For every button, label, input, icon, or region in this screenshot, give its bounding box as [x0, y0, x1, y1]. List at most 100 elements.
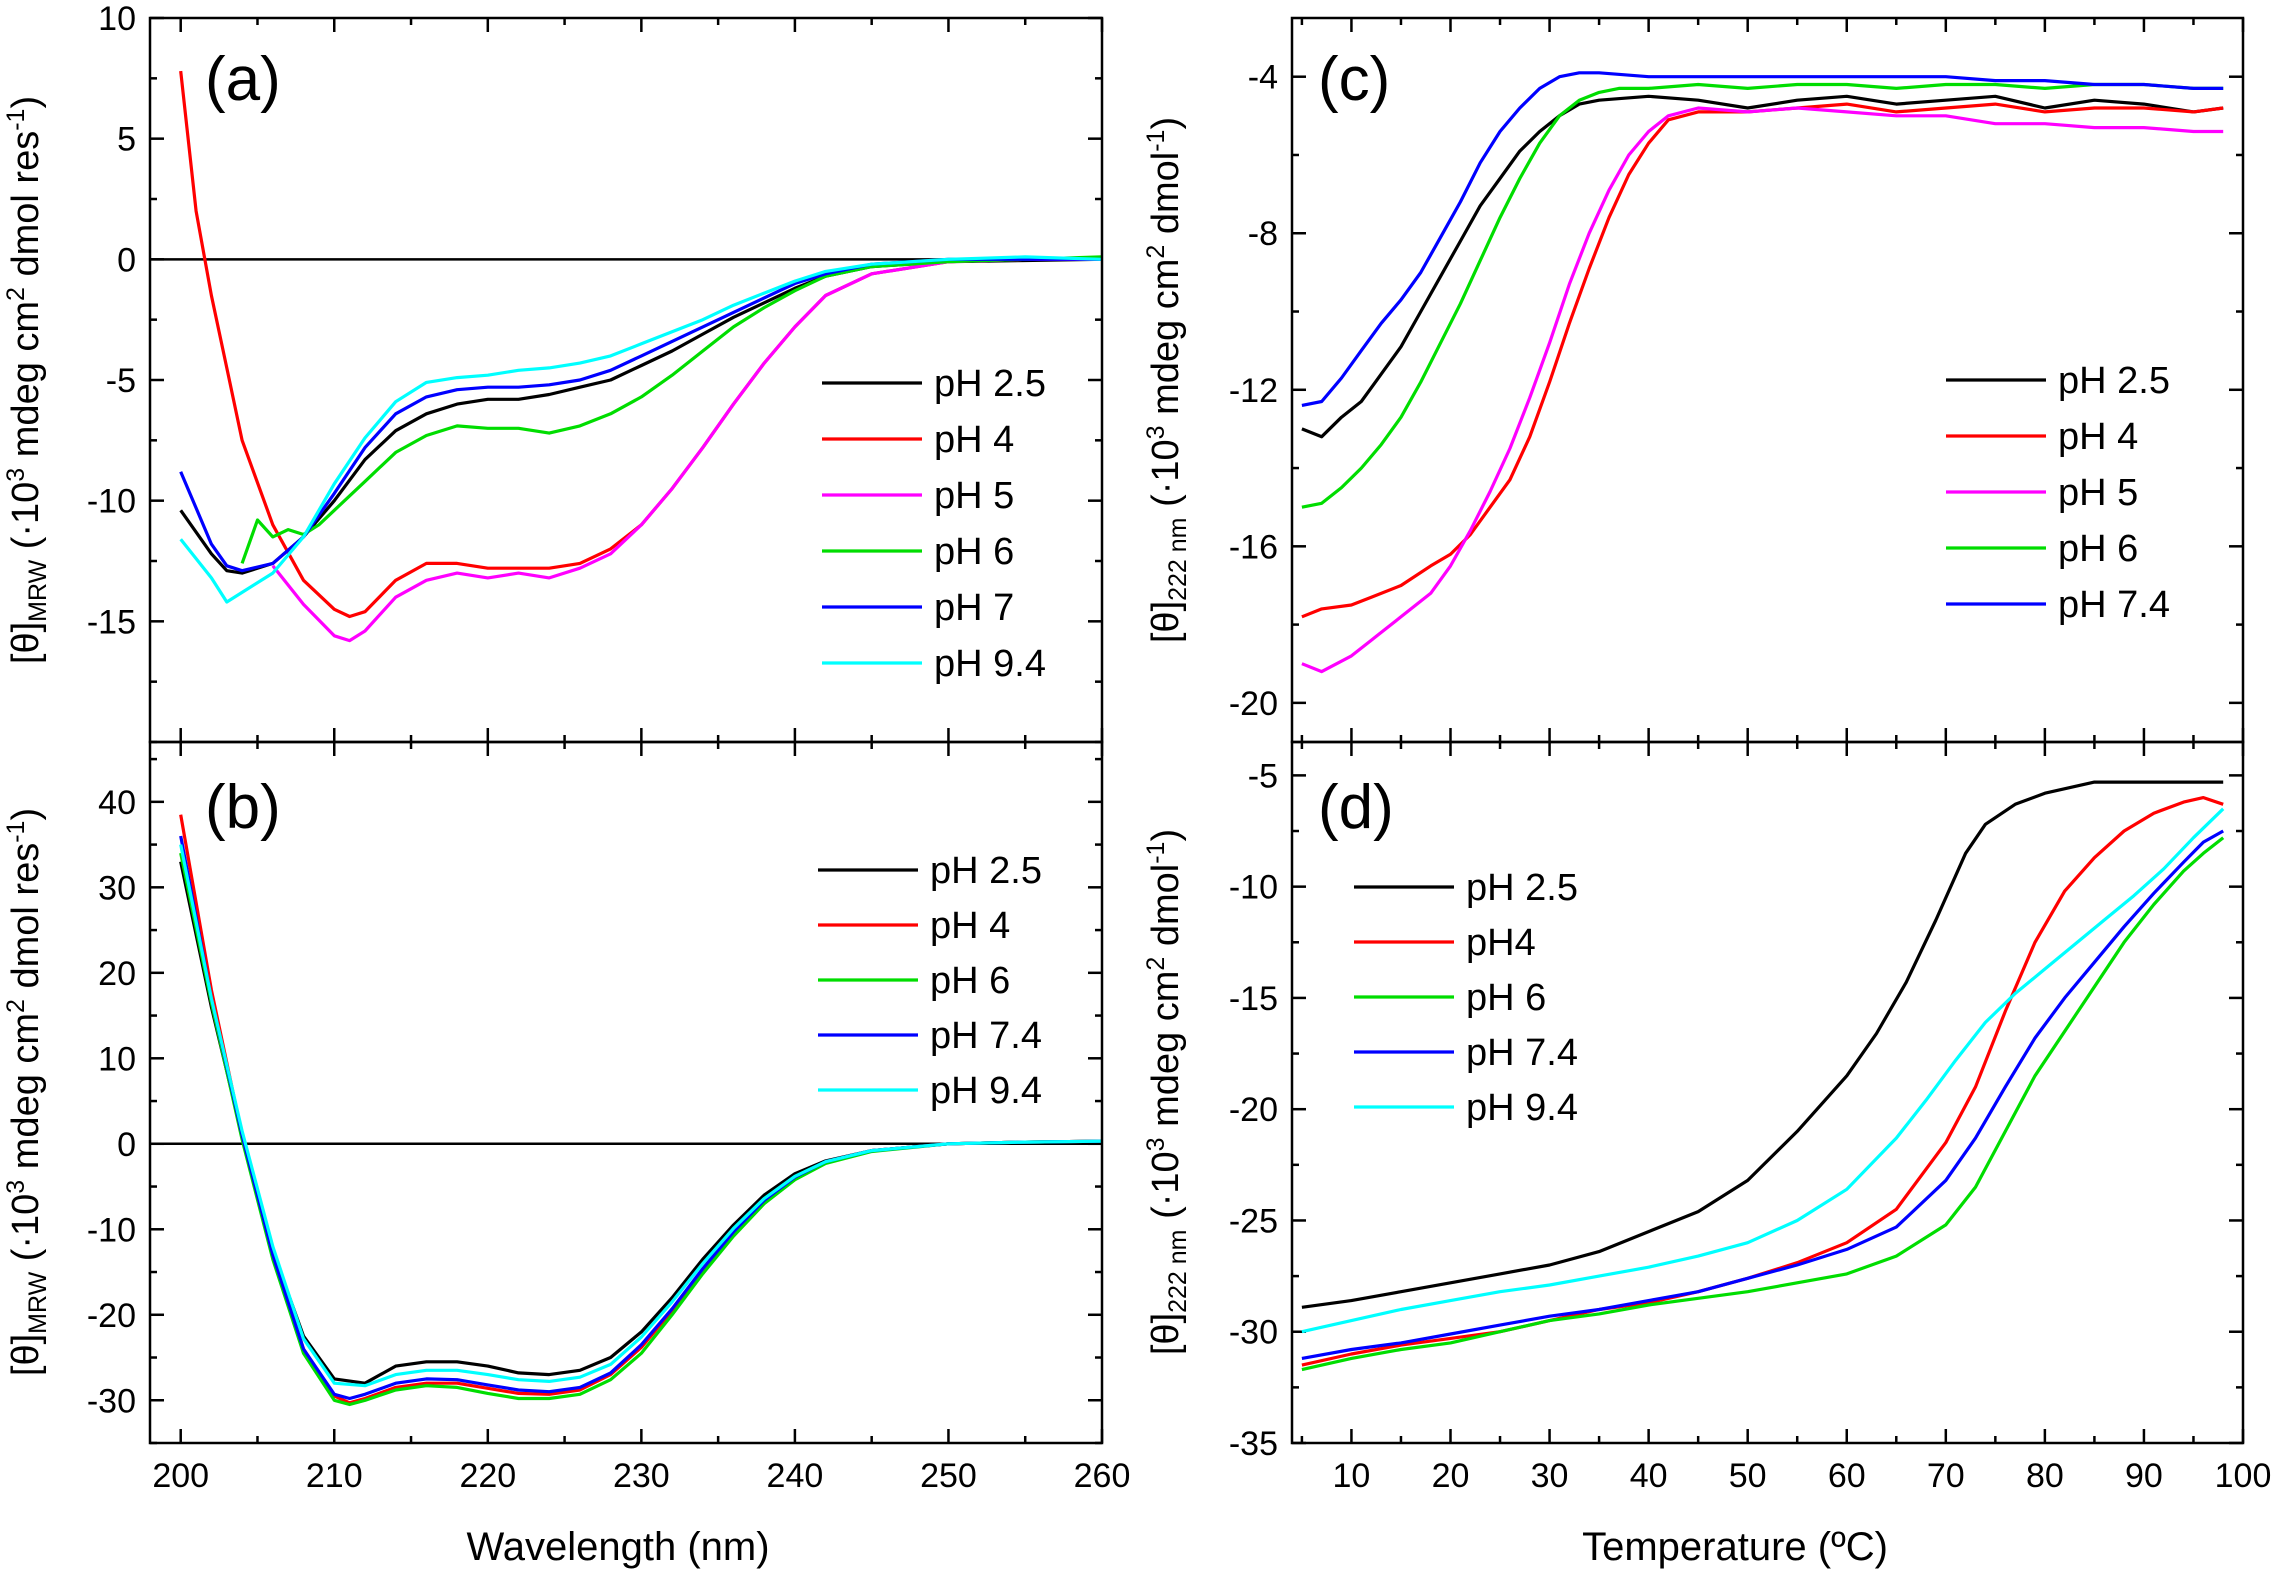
y-tick-label: 10: [98, 1040, 136, 1078]
legend-label: pH 2.5: [2058, 360, 2170, 402]
series-line-ph-4: [1301, 102, 2224, 619]
y-tick-label: -4: [1248, 59, 1278, 97]
y-axis-title-part: 3: [2, 468, 30, 482]
y-axis-title-part: [θ]: [5, 1334, 47, 1376]
y-axis-title: [θ]222 nm (·103 mdeg cm2 dmol-1): [1142, 829, 1192, 1355]
y-axis-title-part: dmol: [1145, 864, 1187, 957]
series-line-ph-5: [271, 257, 1102, 643]
legend-label: pH4: [1466, 922, 1536, 964]
y-tick-label: 40: [98, 784, 136, 822]
legend-label: pH 7.4: [930, 1015, 1042, 1057]
y-tick-label: -25: [1229, 1202, 1278, 1240]
y-tick-label: -30: [87, 1382, 136, 1420]
x-tick-label: 230: [613, 1457, 670, 1495]
series-group: [1301, 780, 2225, 1372]
legend-label: pH 7.4: [2058, 584, 2170, 626]
y-axis-title-part: -1: [1142, 130, 1170, 152]
y-axis-title-part: dmol: [1145, 152, 1187, 245]
y-axis-title-part: ): [1145, 829, 1187, 842]
y-tick-label: -10: [87, 1211, 136, 1249]
x-tick-label: 20: [1432, 1457, 1470, 1495]
y-axis-title-part: 3: [1142, 1137, 1170, 1151]
y-axis-title-part: ): [5, 96, 47, 109]
series-line-ph-2.5: [1301, 94, 2224, 439]
series-line-ph-7: [179, 257, 1102, 573]
y-tick-label: -5: [106, 362, 136, 400]
y-axis-title: [θ]MRW (·103 mdeg cm2 dmol res-1): [2, 808, 52, 1376]
series-line-ph-9.4: [179, 255, 1102, 604]
x-tick-label: 70: [1927, 1457, 1965, 1495]
plot-frame: [1290, 740, 2245, 1445]
legend-label: pH 5: [2058, 472, 2138, 514]
y-tick-label: -5: [1248, 757, 1278, 795]
y-axis-title-part: 3: [2, 1180, 30, 1194]
series-line-ph-7.4: [1301, 829, 2224, 1360]
y-tick-label: 5: [117, 121, 136, 159]
panel-c: -4-8-12-16-20(c)pH 2.5pH 4pH 5pH 6pH 7.4…: [1142, 16, 2245, 744]
legend-label: pH 4: [930, 905, 1010, 947]
x-tick-label: 90: [2125, 1457, 2163, 1495]
panel-a: 10 5 0 -5 -10 -15 (a) pH 2.5 pH 4 pH 5 pH 6 pH 7 pH …: [2, 0, 1104, 744]
y-axis-title: [θ]MRW (·103 mdeg cm2 dmol res-1): [2, 96, 52, 664]
y-tick-label: -16: [1229, 528, 1278, 566]
panel-label: (d): [1318, 773, 1394, 842]
x-tick-label: 80: [2026, 1457, 2064, 1495]
y-axis-title-part: 2: [2, 287, 30, 301]
x-axis-title-right: Temperature (ºC): [1582, 1525, 1888, 1569]
x-tick-label: 30: [1531, 1457, 1569, 1495]
legend-label: pH 4: [934, 419, 1014, 461]
series-line-ph-2.5: [1301, 780, 2224, 1309]
y-tick-label: -8: [1248, 215, 1278, 253]
series-line-ph-6: [179, 852, 1102, 1407]
series-line-ph-9.4: [179, 844, 1102, 1388]
y-axis-title-part: MRW: [24, 1271, 52, 1333]
x-tick-label: 200: [152, 1457, 209, 1495]
legend-label: pH 2.5: [934, 363, 1046, 405]
y-axis-title-part: (·10: [1145, 1151, 1187, 1229]
x-tick-label: 10: [1333, 1457, 1371, 1495]
y-axis-title-part: 3: [1142, 425, 1170, 439]
y-tick-label: -15: [87, 603, 136, 641]
series-group: [179, 70, 1102, 643]
y-axis-title-part: -1: [1142, 842, 1170, 864]
panel-label: (c): [1318, 45, 1390, 114]
y-tick-label: -20: [1229, 1091, 1278, 1129]
panel-label: (b): [205, 773, 281, 842]
x-tick-label: 210: [306, 1457, 363, 1495]
series-line-ph-6: [1301, 82, 2224, 509]
y-axis-title-part: (·10: [5, 482, 47, 560]
x-tick-label: 220: [459, 1457, 516, 1495]
series-line-ph-6: [1301, 836, 2225, 1372]
x-tick-label: 260: [1074, 1457, 1131, 1495]
series-line-ph-6: [240, 255, 1102, 564]
x-tick-label: 60: [1828, 1457, 1866, 1495]
panel-label: (a): [205, 45, 281, 114]
y-axis-title-part: MRW: [24, 559, 52, 621]
y-axis-title-part: dmol res: [5, 843, 47, 999]
legend-label: pH 6: [934, 531, 1014, 573]
legend-label: pH 6: [930, 960, 1010, 1002]
x-tick-label: 240: [767, 1457, 824, 1495]
legend-label: pH 9.4: [934, 643, 1046, 685]
series-line-ph-7.4: [1301, 71, 2224, 407]
y-axis-title-part: dmol res: [5, 131, 47, 287]
y-axis-title-part: 2: [2, 999, 30, 1013]
legend-label: pH 7.4: [1466, 1032, 1578, 1074]
y-axis-title-part: 222 nm: [1164, 1229, 1192, 1312]
y-axis-title-part: mdeg cm: [1145, 971, 1187, 1138]
legend-label: pH 6: [2058, 528, 2138, 570]
y-axis-title-part: [θ]: [5, 622, 47, 664]
series-line-ph-9.4: [1301, 807, 2225, 1334]
x-tick-label: 50: [1729, 1457, 1767, 1495]
y-tick-label: 0: [117, 241, 136, 279]
series-group: [179, 814, 1102, 1407]
y-axis-title-part: mdeg cm: [1145, 259, 1187, 426]
y-tick-label: -30: [1229, 1314, 1278, 1352]
x-tick-label: 250: [920, 1457, 977, 1495]
y-axis-title-part: (·10: [5, 1194, 47, 1272]
panel-b: 40 30 20 10 0 -10 -20 -30 200 210 220 230 240 250 260 (…: [2, 740, 1131, 1495]
y-tick-label: -10: [87, 483, 136, 521]
series-line-ph-5: [1301, 106, 2224, 674]
y-tick-label: -20: [1229, 685, 1278, 723]
